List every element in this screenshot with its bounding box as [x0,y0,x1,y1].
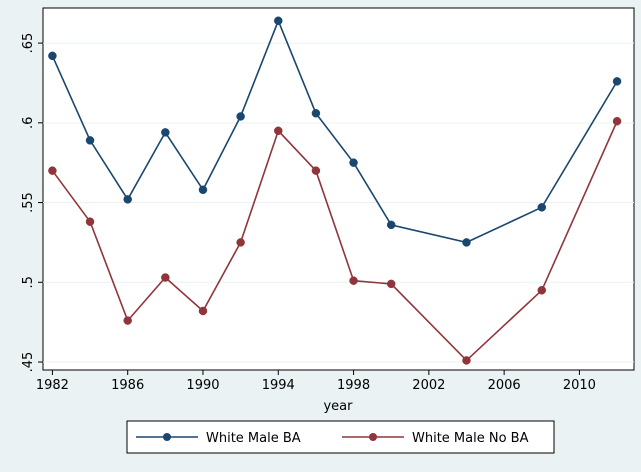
data-point [123,316,132,325]
legend-label-2: White Male No BA [412,431,529,446]
legend-label-1: White Male BA [206,431,301,446]
axes: year .45 .5 .55 .6 .65 1982 1986 1990 1994 1998 20… [21,33,596,414]
x-axis-title: year [323,399,353,414]
data-point [311,109,321,118]
data-point [123,195,132,204]
x-tick-label: 1998 [337,378,370,393]
data-point [386,279,396,289]
data-point [85,217,95,226]
y-tick-label: .6 [21,117,36,129]
x-tick-label: 1982 [36,378,69,393]
data-point [198,185,208,195]
legend-marker-1 [163,433,171,441]
gridlines [43,42,634,363]
data-point [537,286,547,295]
data-point [386,220,396,230]
x-tick-label: 2010 [563,378,596,393]
data-point [85,136,95,145]
x-tick-label: 1990 [186,378,219,393]
plot-area [42,7,635,371]
data-point [161,273,170,282]
data-point [161,128,170,137]
data-point [612,116,622,126]
x-tick-label: 1994 [262,378,295,393]
data-point [274,126,283,136]
data-point [612,77,622,86]
data-point [311,166,321,175]
data-point [236,112,245,121]
x-tick-label: 1986 [111,378,144,393]
data-point [349,158,358,167]
data-point [349,276,358,285]
data-point [462,238,471,247]
data-point [537,203,547,212]
y-tick-label: .5 [21,276,36,288]
data-point [48,51,57,61]
data-point [274,16,283,26]
legend-box [126,420,555,454]
data-point [236,238,245,247]
series-lines [48,16,622,365]
data-point [198,306,208,316]
data-point [48,166,57,175]
y-tick-label: .45 [21,352,36,373]
y-tick-label: .55 [21,192,36,213]
y-tick-label: .65 [21,33,36,54]
legend-marker-2 [369,433,377,441]
legend: White Male BA White Male No BA [126,420,555,454]
x-tick-label: 2002 [412,378,445,393]
x-tick-label: 2006 [488,378,521,393]
data-point [462,356,471,365]
